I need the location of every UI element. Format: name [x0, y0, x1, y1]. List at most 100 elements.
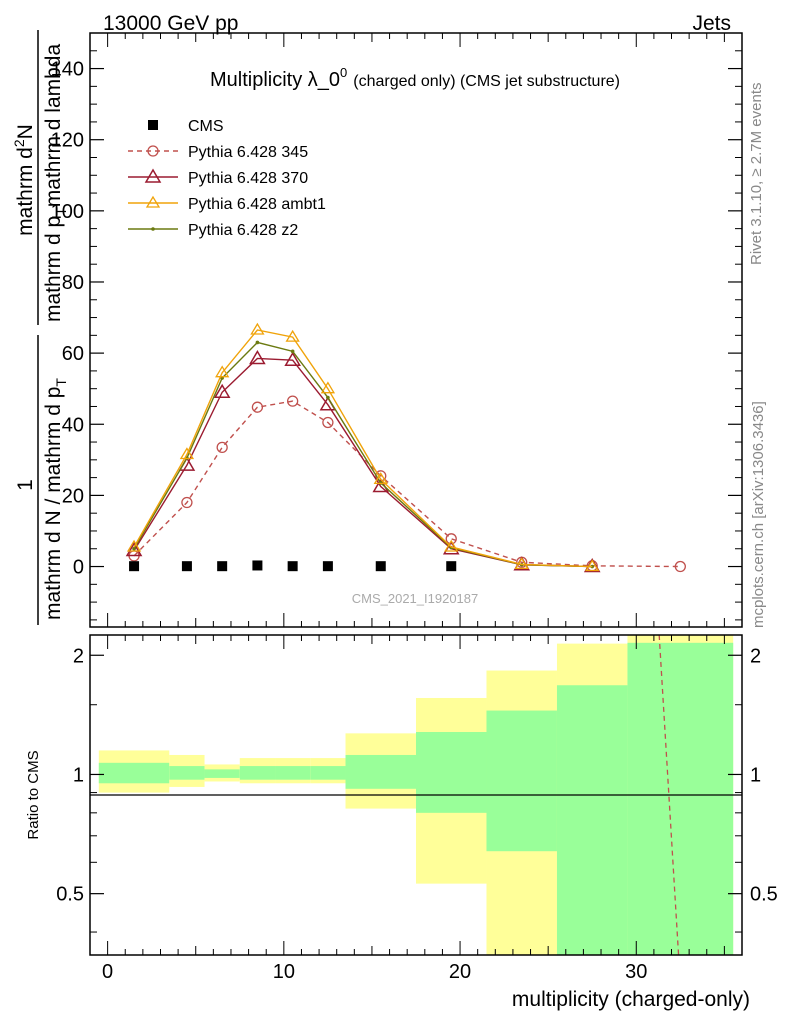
- ratio-y-tick-label: 2: [73, 645, 84, 667]
- cms-data-point: [148, 120, 158, 130]
- pythia-ambt1-point: [145, 195, 161, 208]
- cms-data-point: [129, 561, 140, 572]
- pythia-ambt1-point: [373, 472, 388, 485]
- header-left: 13000 GeV pp: [103, 12, 238, 35]
- y-tick-label: 60: [62, 343, 84, 365]
- y-tick-label: 0: [73, 557, 84, 579]
- pythia-z2-point: [290, 349, 295, 354]
- pythia-ambt1-point: [285, 329, 300, 342]
- ylabel-numerator-text: mathrm d: [14, 147, 37, 236]
- x-tick-label: 20: [449, 961, 471, 983]
- ylabel-denominator-text: mathrm d p: [42, 216, 65, 322]
- ratio-band-inner: [169, 766, 205, 780]
- ylabel-denominator-sub: T: [53, 207, 69, 216]
- pythia-z2-point: [255, 340, 260, 345]
- pythia-370-point: [284, 351, 301, 366]
- mcplots-label: mcplots.cern.ch [arXiv:1306.3436]: [750, 401, 767, 628]
- ylabel-prefix-num: 1: [14, 479, 37, 491]
- pythia-345-point: [322, 416, 334, 429]
- ratio-band-inner: [486, 710, 557, 852]
- ylabel-numerator-tail: N: [14, 124, 37, 139]
- legend-label: Pythia 6.428 345: [188, 144, 308, 161]
- series-line: [133, 341, 593, 568]
- legend-pythia-ambt1: Pythia 6.428 ambt1: [128, 195, 326, 213]
- pythia-370-point: [144, 168, 162, 183]
- chart-title-suffix: (charged only) (CMS jet substructure): [353, 73, 620, 90]
- ratio-band-inner: [556, 685, 628, 955]
- x-tick-label: 0: [102, 961, 113, 983]
- legend-label: Pythia 6.428 370: [188, 170, 308, 187]
- x-tick-label: 30: [625, 961, 647, 983]
- main-frame: [89, 32, 743, 628]
- chart-title-sup: 0: [340, 65, 347, 80]
- ylabel-numerator-sup: 2: [11, 139, 27, 147]
- legend-pythia-370: Pythia 6.428 370: [128, 168, 308, 187]
- ratio-y-tick-label-right: 0.5: [750, 884, 778, 906]
- ratio-panel: 0.5 0.51 12 20 10 20 30 Ratio to CMS multiplic…: [25, 634, 778, 1011]
- ylabel-numerator: mathrm d2N: [11, 124, 37, 236]
- pythia-z2-point: [132, 546, 136, 551]
- pythia-345-point: [251, 401, 264, 413]
- y-tick-label: 20: [62, 485, 84, 507]
- legend: CMS Pythia 6.428 345 Pythia 6.428 370 Pythi…: [128, 118, 326, 239]
- ylabel-denominator: mathrm d pTmathrm d lambda: [42, 44, 69, 322]
- ratio-band-inner: [239, 766, 276, 780]
- series-line: [133, 357, 593, 568]
- legend-pythia-345: Pythia 6.428 345: [128, 144, 308, 161]
- cms-data-point: [287, 561, 298, 572]
- watermark: CMS_2021_I1920187: [352, 591, 479, 606]
- cms-data-point: [375, 561, 386, 572]
- pythia-370-point: [249, 349, 266, 365]
- pythia-z2-point: [326, 395, 330, 400]
- pythia-ambt1-point: [179, 447, 195, 460]
- ratio-band-inner: [275, 766, 311, 780]
- ylabel-prefix-den: mathrm d N / mathrm d pT: [42, 378, 69, 620]
- y-tick-label: 140: [51, 59, 84, 81]
- pythia-ambt1-point: [215, 365, 230, 378]
- y-tick-label: 100: [51, 201, 84, 223]
- x-axis-label: multiplicity (charged-only): [512, 988, 750, 1011]
- chart-title: Multiplicity λ_00 (charged only) (CMS jet…: [210, 65, 620, 91]
- cms-data-point: [252, 560, 263, 571]
- ratio-y-tick-label-right: 2: [750, 645, 761, 667]
- pythia-ambt1-point: [126, 539, 142, 552]
- pythia-370-point: [125, 542, 143, 557]
- legend-cms: CMS: [148, 118, 224, 135]
- ratio-ylabel: Ratio to CMS: [25, 750, 42, 839]
- y-tick-label: 40: [62, 414, 84, 436]
- pythia-345-point: [674, 560, 686, 573]
- ratio-band-inner: [627, 642, 734, 955]
- pythia-370-point: [213, 383, 231, 398]
- cms-data-point: [217, 561, 228, 572]
- ratio-y-tick-label: 0.5: [56, 884, 84, 906]
- y-tick-label: 80: [62, 272, 84, 294]
- ratio-band-inner: [310, 766, 346, 780]
- chart-title-main: Multiplicity λ_0: [210, 69, 340, 91]
- pythia-345-point: [181, 496, 193, 509]
- x-tick-label: 10: [273, 961, 295, 983]
- header-right: Jets: [692, 12, 731, 35]
- pythia-345-point: [445, 533, 457, 545]
- pythia-ambt1-point: [514, 557, 529, 570]
- series-line: [133, 400, 681, 568]
- main-ylabel: 1 mathrm d N / mathrm d pT mathrm d2N ma…: [11, 30, 69, 625]
- ylabel-denominator-tail: mathrm d lambda: [42, 44, 65, 208]
- pythia-345-point: [286, 395, 299, 407]
- ratio-y-tick-label-right: 1: [750, 764, 761, 786]
- pythia-345-point: [216, 441, 228, 454]
- cms-data-point: [446, 561, 457, 572]
- main-panel: CMS_2021_I1920187 Multiplicity λ_00(char…: [11, 30, 743, 628]
- series-line: [133, 329, 593, 568]
- pythia-345-point: [147, 145, 159, 157]
- legend-label: Pythia 6.428 ambt1: [188, 196, 326, 213]
- ratio-frame: [89, 634, 743, 956]
- pythia-ambt1-point: [444, 539, 459, 552]
- legend-label: Pythia 6.428 z2: [188, 222, 298, 239]
- pythia-ambt1-point: [320, 381, 336, 394]
- pythia-ambt1-point: [250, 322, 265, 335]
- ylabel-prefix-den-text: mathrm d N / mathrm d p: [42, 387, 65, 620]
- ratio-band-inner: [98, 762, 170, 784]
- legend-pythia-z2: Pythia 6.428 z2: [128, 222, 298, 239]
- cms-data-point: [181, 561, 192, 572]
